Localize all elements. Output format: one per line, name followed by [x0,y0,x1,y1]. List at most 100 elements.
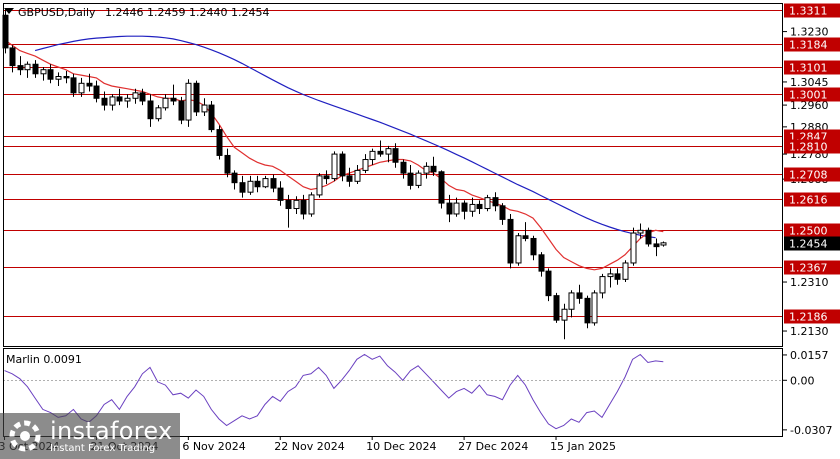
candle-body [446,202,453,215]
candle-body [116,96,123,102]
candle-body [201,104,208,113]
candle-body [178,100,185,121]
price-tick-label: 1.3045 [790,76,829,89]
candle-body [377,150,384,155]
candle-body [93,85,100,99]
level-badge [784,309,840,324]
candle-body [461,202,468,212]
level-badge-label: 1.2186 [789,311,828,324]
level-badge-label: 1.3311 [789,5,828,18]
price-pane-border [3,3,783,347]
candle-body [499,205,506,220]
candle-body [407,172,414,186]
price-tick-label: 1.2960 [790,99,829,112]
candle-body [101,97,108,106]
candle-body [185,82,192,121]
oscillator-line [4,353,664,430]
candle-body [147,100,154,120]
level-badge [784,37,840,52]
candle-body [285,199,292,210]
candle-body [139,92,146,102]
price-tick-label: 1.2310 [790,276,829,289]
candle-body [476,203,483,210]
level-badge [784,260,840,275]
candle-body [392,148,399,163]
candle-body [55,76,62,80]
price-tick-label: 1.2130 [790,325,829,338]
candle-body [323,175,330,180]
candle-body [438,171,445,204]
candle-body [40,69,47,75]
candle-body [553,295,560,321]
candle-body [346,175,353,182]
candle-body [561,308,568,321]
candle-body [630,232,637,264]
candle-body [300,199,307,215]
oscillator-pane-border [3,348,783,437]
candle-body [653,243,660,248]
candle-body [170,97,177,102]
candle-body [17,65,24,71]
candle-body [224,154,231,174]
candle-body [645,229,652,245]
candle-body [293,199,300,210]
level-badge [784,139,840,154]
candle-body [47,69,54,80]
chart-title: GBPUSD,Daily 1.2446 1.2459 1.2440 1.2454 [18,6,270,19]
level-badge-label: 1.2367 [789,262,828,275]
current-price-label: 1.2454 [789,238,828,251]
candle-body [109,96,116,106]
slow-moving-average-line [34,35,656,239]
candle-body [614,273,621,280]
candle-body [545,270,552,297]
level-badge-label: 1.2500 [789,225,828,238]
date-label: 22 Nov 2024 [274,440,344,453]
oscillator-tick-label: 0.0157 [790,349,829,362]
level-badge [784,60,840,75]
candle-body [607,273,614,278]
candle-body [277,187,284,201]
candle-body [400,161,407,174]
fast-moving-average-line [4,39,664,271]
level-badge [784,87,840,102]
candle-body [86,82,93,87]
symbol-label: GBPUSD,Daily [18,6,96,19]
candle-body [32,63,39,75]
candle-body [492,197,499,207]
candle-body [132,92,139,99]
candle-body [507,218,514,264]
candle-body [231,172,238,184]
oscillator-tick-label: -0.0307 [790,424,832,437]
current-price-badge [784,236,840,251]
level-badge-label: 1.3101 [789,62,828,75]
candle-body [124,97,131,102]
candle-body [339,153,346,177]
level-badge-label: 1.2616 [789,194,828,207]
oscillator-pane: 0.0157 0.00 -0.0307 [3,349,832,437]
candle-body [239,182,246,193]
candle-body [208,104,215,131]
chart-frame [3,3,783,437]
level-badge-label: 1.2708 [789,169,828,182]
candle-body [530,237,537,256]
candlesticks [2,9,667,340]
candle-body [622,262,629,280]
candle-body [568,292,575,310]
candle-body [637,229,644,234]
level-badge-label: 1.3184 [789,39,828,52]
candle-body [599,276,606,294]
candle-body [78,82,85,94]
candle-body [515,235,522,264]
moving-averages [4,35,664,271]
candle-body [63,76,70,79]
level-badge-label: 1.2810 [789,141,828,154]
dropdown-triangle-icon[interactable] [4,8,14,14]
candle-body [522,235,529,239]
candle-body [24,63,31,71]
indicator-label: Marlin 0.0091 [6,353,82,366]
logo-wordmark: instaforex [50,417,173,445]
date-label: 10 Dec 2024 [366,440,436,453]
candle-body [193,82,200,113]
candle-body [453,202,460,215]
candle-body [331,153,338,180]
